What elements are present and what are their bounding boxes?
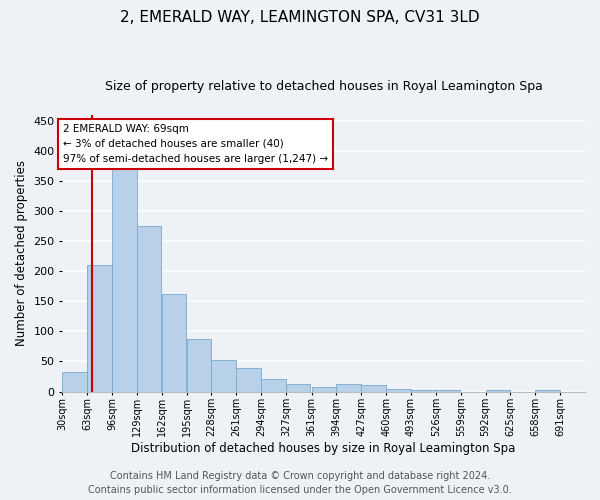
Bar bbox=[311, 386, 336, 392]
Bar bbox=[386, 388, 410, 392]
Bar bbox=[62, 372, 87, 392]
Bar bbox=[236, 368, 261, 392]
Bar bbox=[411, 390, 436, 392]
Text: 2 EMERALD WAY: 69sqm
← 3% of detached houses are smaller (40)
97% of semi-detach: 2 EMERALD WAY: 69sqm ← 3% of detached ho… bbox=[63, 124, 328, 164]
Bar bbox=[87, 266, 112, 392]
Bar bbox=[211, 360, 236, 392]
Bar bbox=[187, 338, 211, 392]
Bar bbox=[112, 164, 137, 392]
Bar bbox=[162, 294, 186, 392]
Bar bbox=[485, 390, 510, 392]
X-axis label: Distribution of detached houses by size in Royal Leamington Spa: Distribution of detached houses by size … bbox=[131, 442, 516, 455]
Bar bbox=[361, 385, 386, 392]
Title: Size of property relative to detached houses in Royal Leamington Spa: Size of property relative to detached ho… bbox=[105, 80, 542, 93]
Text: 2, EMERALD WAY, LEAMINGTON SPA, CV31 3LD: 2, EMERALD WAY, LEAMINGTON SPA, CV31 3LD bbox=[120, 10, 480, 25]
Bar bbox=[535, 390, 560, 392]
Y-axis label: Number of detached properties: Number of detached properties bbox=[15, 160, 28, 346]
Bar bbox=[261, 379, 286, 392]
Bar bbox=[337, 384, 361, 392]
Bar bbox=[286, 384, 310, 392]
Bar bbox=[436, 390, 460, 392]
Text: Contains HM Land Registry data © Crown copyright and database right 2024.
Contai: Contains HM Land Registry data © Crown c… bbox=[88, 471, 512, 495]
Bar bbox=[137, 226, 161, 392]
